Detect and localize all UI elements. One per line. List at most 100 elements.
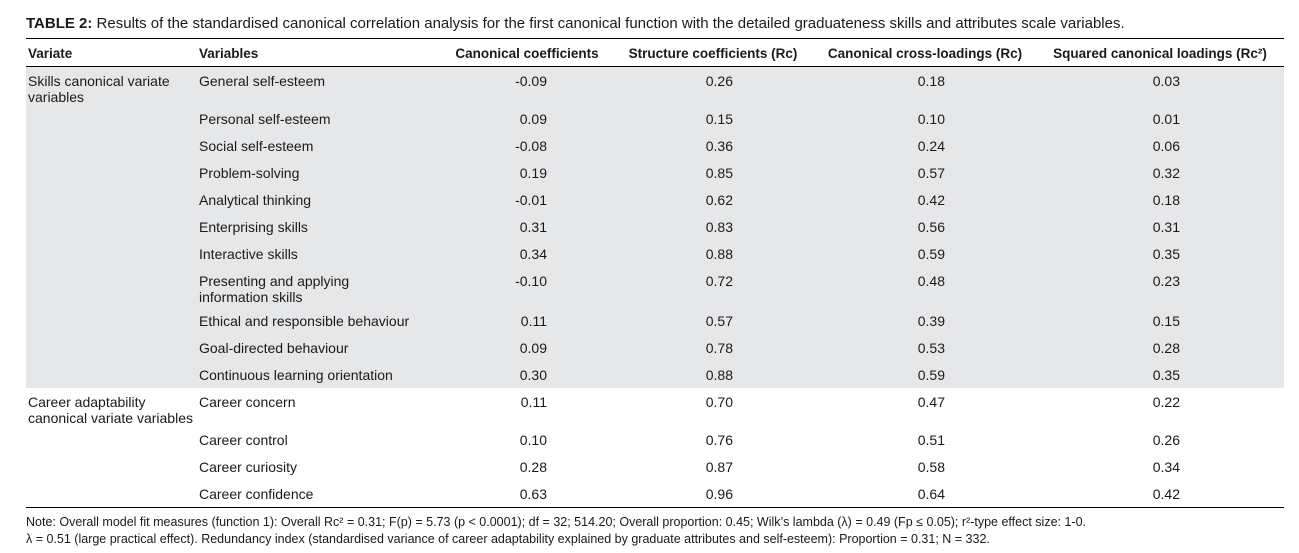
variate-cell [26,453,197,480]
value-text: 0.87 [705,459,733,475]
value-ccl: 0.59 [814,240,1036,267]
value-text: 0.15 [1152,313,1180,329]
variate-cell [26,480,197,508]
variable-name: Ethical and responsible behaviour [199,313,410,329]
value-scl: 0.22 [1036,388,1284,426]
value-cc: -0.08 [442,132,612,159]
value-ccl: 0.53 [814,334,1036,361]
value-ccl: 0.48 [814,267,1036,307]
value-scl: 0.26 [1036,426,1284,453]
variable-name: Personal self-esteem [199,111,331,127]
value-cc: 0.09 [442,334,612,361]
table-row: Social self-esteem -0.08 0.36 0.24 0.06 [26,132,1284,159]
variate-cell [26,334,197,361]
header-variables: Variables [197,38,442,67]
caption-label: TABLE 2: [26,15,93,32]
value-scl: 0.42 [1036,480,1284,508]
value-scl: 0.01 [1036,105,1284,132]
variable-name: Continuous learning orientation [199,367,393,383]
value-scl: 0.23 [1036,267,1284,307]
value-scl: 0.28 [1036,334,1284,361]
header-structure-coefficients: Structure coefficients (Rc) [612,38,814,67]
value-text: 0.32 [1152,165,1180,181]
value-ccl: 0.18 [814,67,1036,106]
value-text: 0.10 [917,111,945,127]
variable-name: Goal-directed behaviour [199,340,349,356]
value-sc: 0.76 [612,426,814,453]
table-row: Career confidence 0.63 0.96 0.64 0.42 [26,480,1284,508]
value-text: 0.22 [1152,394,1180,410]
note-line-1: Note: Overall model fit measures (functi… [26,514,1087,529]
value-text: 0.96 [705,486,733,502]
table-row: Personal self-esteem 0.09 0.15 0.10 0.01 [26,105,1284,132]
value-text: 0.31 [1152,219,1180,235]
variate-cell [26,361,197,388]
value-text: 0.18 [1152,192,1180,208]
variate-cell [26,240,197,267]
value-text: 0.56 [917,219,945,235]
value-cc: 0.30 [442,361,612,388]
variable-name: Career control [199,432,288,448]
header-canonical-cross-loadings: Canonical cross-loadings (Rc) [814,38,1036,67]
value-scl: 0.35 [1036,361,1284,388]
variate-cell [26,186,197,213]
value-scl: 0.18 [1036,186,1284,213]
value-ccl: 0.10 [814,105,1036,132]
value-scl: 0.03 [1036,67,1284,106]
value-text: 0.31 [519,219,547,235]
value-text: 0.30 [519,367,547,383]
value-text: 0.83 [705,219,733,235]
value-cc: 0.09 [442,105,612,132]
value-ccl: 0.47 [814,388,1036,426]
header-canonical-coefficients: Canonical coefficients [442,38,612,67]
value-text: -0.01 [515,192,547,208]
table-note: Note: Overall model fit measures (functi… [26,514,1284,548]
variable-name: Social self-esteem [199,138,314,154]
variable-name: Career confidence [197,480,442,508]
value-sc: 0.96 [612,480,814,508]
table-row: Continuous learning orientation 0.30 0.88 0… [26,361,1284,388]
value-text: 0.24 [917,138,945,154]
variate-label: Career adaptability canonical variate va… [28,394,193,426]
value-text: 0.64 [917,486,945,502]
table-row: Career curiosity 0.28 0.87 0.58 0.34 [26,453,1284,480]
value-text: 0.42 [917,192,945,208]
value-text: 0.28 [1152,340,1180,356]
value-text: 0.85 [705,165,733,181]
value-text: 0.51 [917,432,945,448]
value-sc: 0.70 [612,388,814,426]
value-text: 0.88 [705,246,733,262]
value-text: -0.09 [515,73,547,89]
value-sc: 0.85 [612,159,814,186]
variate-cell [26,307,197,334]
value-text: 0.09 [519,340,547,356]
value-cc: 0.19 [442,159,612,186]
value-scl: 0.32 [1036,159,1284,186]
variate-cell [26,159,197,186]
value-text: 0.23 [1152,273,1180,289]
value-text: 0.26 [1152,432,1180,448]
value-sc: 0.57 [612,307,814,334]
value-cc: -0.10 [442,267,612,307]
variate-cell [26,426,197,453]
value-sc: 0.78 [612,334,814,361]
value-text: 0.58 [917,459,945,475]
value-text: 0.72 [705,273,733,289]
value-sc: 0.15 [612,105,814,132]
value-sc: 0.83 [612,213,814,240]
value-text: 0.63 [519,486,547,502]
value-text: 0.19 [519,165,547,181]
skills-group: Skills canonical variate variables Genera… [26,66,1284,388]
value-text: 0.26 [705,73,733,89]
variate-cell [26,267,197,307]
value-text: 0.36 [705,138,733,154]
variate-cell [26,132,197,159]
variable-name: Enterprising skills [199,219,308,235]
value-cc: 0.63 [442,480,612,508]
results-table: Variate Variables Canonical coefficients… [26,38,1284,508]
value-cc: 0.10 [442,426,612,453]
table-row: Goal-directed behaviour 0.09 0.78 0.53 0.28 [26,334,1284,361]
table-row: Career adaptability canonical variate va… [26,388,1284,426]
value-ccl: 0.39 [814,307,1036,334]
variable-name: Career concern [199,394,296,410]
